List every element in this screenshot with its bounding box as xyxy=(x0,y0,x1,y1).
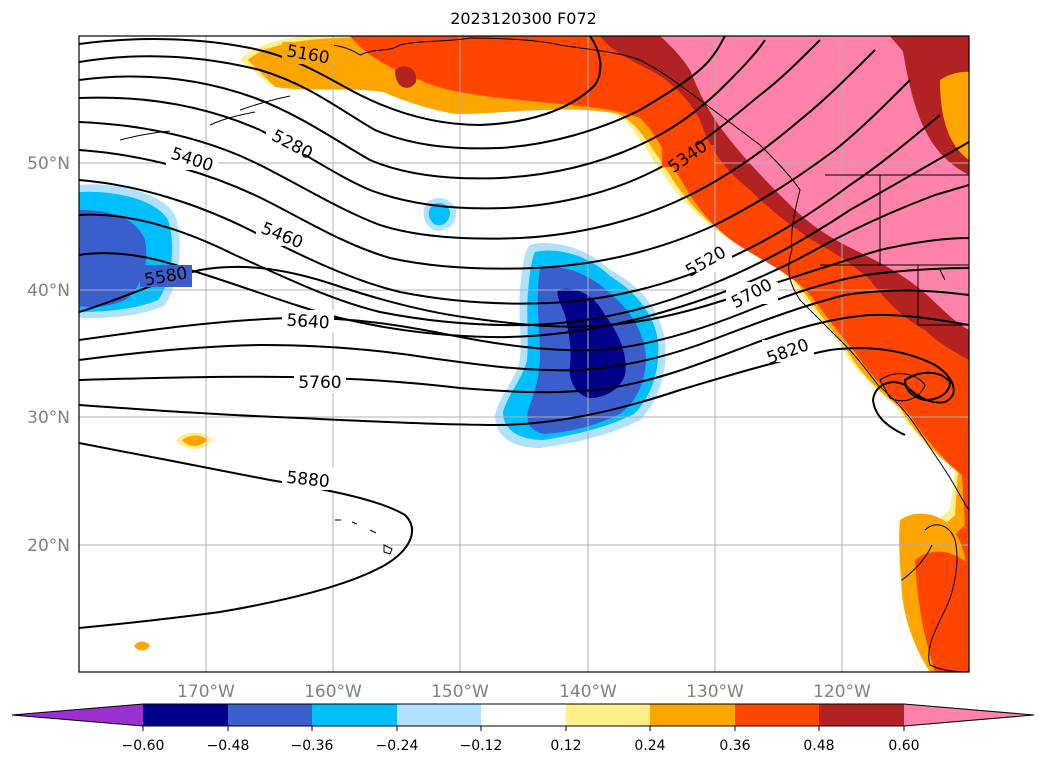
colorbar-segment xyxy=(143,704,228,726)
height-contours xyxy=(79,36,969,629)
latitude-labels: 50°N 40°N 30°N 20°N xyxy=(27,154,70,556)
lat-label-30n: 30°N xyxy=(27,408,70,428)
positive-anomaly-shading xyxy=(134,36,969,672)
colorbar-segment xyxy=(566,704,650,726)
contour-label-5880: 5880 xyxy=(285,468,330,492)
colorbar-segment xyxy=(819,704,904,726)
colorbar-tick-label: −0.48 xyxy=(207,738,250,754)
colorbar-tick-label: −0.36 xyxy=(291,738,334,754)
colorbar-tick-label: 0.48 xyxy=(803,738,834,754)
colorbar-segment xyxy=(397,704,481,726)
map-gridlines xyxy=(79,36,969,672)
colorbar-tick-label: −0.12 xyxy=(460,738,503,754)
lat-label-20n: 20°N xyxy=(27,536,70,556)
colorbar-extend-left xyxy=(12,704,143,726)
lon-label-150w: 150°W xyxy=(431,682,489,702)
coastlines xyxy=(119,37,969,672)
map-title: 2023120300 F072 xyxy=(450,9,597,28)
colorbar: −0.60 −0.48 −0.36 −0.24 −0.12 0.12 0.24 … xyxy=(11,703,1035,754)
contour-label-5760: 5760 xyxy=(298,373,341,393)
colorbar-segment xyxy=(481,704,566,726)
colorbar-tick-label: −0.60 xyxy=(122,738,165,754)
colorbar-tick-label: −0.24 xyxy=(376,738,419,754)
lon-label-170w: 170°W xyxy=(177,682,235,702)
lon-label-130w: 130°W xyxy=(686,682,744,702)
lat-label-40n: 40°N xyxy=(27,281,70,301)
colorbar-segment xyxy=(228,704,312,726)
longitude-labels: 170°W 160°W 150°W 140°W 130°W 120°W xyxy=(177,682,871,702)
colorbar-segment xyxy=(312,704,397,726)
lat-label-50n: 50°N xyxy=(27,154,70,174)
contour-label-5640: 5640 xyxy=(286,311,331,334)
lon-label-140w: 140°W xyxy=(559,682,617,702)
colorbar-tick-label: 0.60 xyxy=(888,738,919,754)
lon-label-160w: 160°W xyxy=(304,682,362,702)
colorbar-extend-right xyxy=(904,704,1034,726)
lon-label-120w: 120°W xyxy=(813,682,871,702)
colorbar-tick-label: 0.12 xyxy=(550,738,581,754)
colorbar-tick-label: 0.24 xyxy=(634,738,665,754)
map-plot-area: 5160 5280 5340 5400 5460 5520 5580 5640 … xyxy=(79,36,969,672)
colorbar-segment xyxy=(650,704,735,726)
colorbar-tick-label: 0.36 xyxy=(719,738,750,754)
map-frame xyxy=(78,35,970,673)
colorbar-segment xyxy=(735,704,819,726)
